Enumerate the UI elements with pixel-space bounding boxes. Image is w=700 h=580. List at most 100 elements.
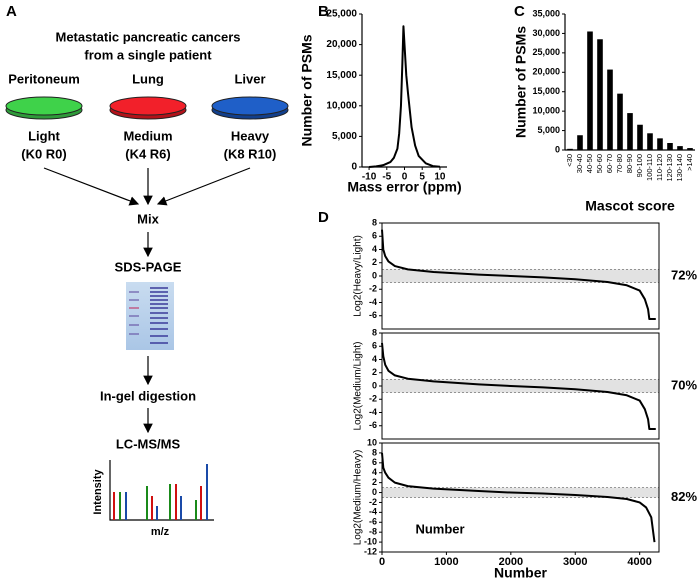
x-axis-label: Number <box>494 565 547 580</box>
y-tick-label: -12 <box>364 546 377 556</box>
bar <box>567 148 573 150</box>
y-tick-label: -2 <box>369 394 377 404</box>
label-name: Light <box>28 128 60 143</box>
annotation: 70% <box>671 377 697 392</box>
y-axis-label: Log2(Medium/Heavy) <box>353 450 364 546</box>
y-tick-label: -4 <box>369 507 377 517</box>
step-label: Mix <box>137 211 159 226</box>
plot-frame <box>381 442 660 553</box>
bar <box>607 69 613 150</box>
bar <box>587 31 593 150</box>
y-tick-label: 0 <box>372 487 377 497</box>
x-tick-label: -5 <box>382 172 391 183</box>
axis-label: m/z <box>151 526 170 538</box>
label-name: Medium <box>123 128 172 143</box>
x-tick-label: 3000 <box>563 556 587 568</box>
x-tick-label: 40-50 <box>585 154 594 173</box>
y-tick-label: 8 <box>372 327 377 337</box>
panel-letter: B <box>318 3 329 20</box>
y-tick-label: -10 <box>364 536 377 546</box>
x-tick-label: 100-110 <box>645 154 654 181</box>
bar <box>657 138 663 150</box>
x-tick-label: 110-120 <box>655 154 664 181</box>
x-tick-label: 5 <box>419 172 425 183</box>
label-isotopes: (K8 R10) <box>224 146 277 161</box>
y-tick-label: 35,000 <box>532 8 560 18</box>
y-tick-label: -2 <box>369 284 377 294</box>
y-tick-label: 25,000 <box>532 47 560 57</box>
dish <box>211 96 289 120</box>
y-tick-label: 20,000 <box>532 67 560 77</box>
tissue-label: Lung <box>132 71 164 86</box>
data-line <box>381 229 656 321</box>
y-axis-label: Number of PSMs <box>513 26 529 138</box>
x-tick-label: 80-90 <box>625 154 634 173</box>
y-tick-label: 0 <box>372 380 377 390</box>
y-tick-label: 2 <box>372 367 377 377</box>
y-tick-label: 5,000 <box>332 131 357 142</box>
y-tick-label: 0 <box>555 144 560 154</box>
y-tick-label: 20,000 <box>326 39 357 50</box>
x-tick-label: 130-140 <box>675 154 684 182</box>
x-axis-label: Mass error (ppm) <box>347 179 461 195</box>
y-axis-label: Number of PSMs <box>299 34 315 146</box>
y-tick-label: 5,000 <box>537 125 560 135</box>
label-isotopes: (K4 R6) <box>125 146 171 161</box>
x-tick-label: 4000 <box>627 556 651 568</box>
y-axis-label: Log2(Heavy/Light) <box>353 235 364 317</box>
y-tick-label: 2 <box>372 477 377 487</box>
annotation: 82% <box>671 489 697 504</box>
inset-text: Number <box>415 521 464 536</box>
y-tick-label: 30,000 <box>532 28 560 38</box>
y-tick-label: 4 <box>372 244 377 254</box>
panel-letter: D <box>318 209 329 226</box>
tissue-label: Peritoneum <box>8 71 80 86</box>
bar <box>637 124 643 150</box>
bar <box>677 146 683 150</box>
x-tick-label: <30 <box>565 154 574 167</box>
x-tick-label: 0 <box>402 172 408 183</box>
x-tick-label: 30-40 <box>575 154 584 173</box>
y-tick-label: 6 <box>372 231 377 241</box>
bar <box>647 133 653 150</box>
step-label: LC-MS/MS <box>116 436 181 451</box>
bar <box>617 93 623 150</box>
gel-image <box>126 282 174 350</box>
workflow-diagram: Metastatic pancreatic cancers from a sin… <box>5 29 289 538</box>
x-tick-label: 60-70 <box>605 154 614 173</box>
x-tick-label: 90-100 <box>635 154 644 177</box>
y-tick-label: -2 <box>369 497 377 507</box>
label-isotopes: (K0 R0) <box>21 146 67 161</box>
y-tick-label: -4 <box>369 407 377 417</box>
step-label: SDS-PAGE <box>115 259 182 274</box>
axis-label: Intensity <box>92 469 104 515</box>
tissue-label: Liver <box>234 71 265 86</box>
y-tick-label: 15,000 <box>326 70 357 81</box>
bar <box>687 148 693 150</box>
x-tick-label: 2000 <box>499 556 523 568</box>
diagram-title: Metastatic pancreatic cancers <box>56 29 241 44</box>
y-tick-label: 8 <box>372 447 377 457</box>
bar <box>577 135 583 150</box>
bar <box>667 143 673 150</box>
spectrum: Intensity m/z <box>92 460 214 538</box>
panel-letter: C <box>514 3 525 20</box>
y-tick-label: 0 <box>372 270 377 280</box>
y-tick-label: 2 <box>372 257 377 267</box>
y-tick-label: -6 <box>369 420 377 430</box>
bar <box>597 39 603 150</box>
dish <box>109 96 187 120</box>
x-tick-label: 10 <box>434 172 446 183</box>
step-label: In-gel digestion <box>100 388 196 403</box>
x-axis-label: Mascot score <box>585 198 675 214</box>
y-tick-label: 10 <box>367 437 377 447</box>
y-tick-label: 0 <box>351 162 357 173</box>
y-tick-label: 10,000 <box>326 100 357 111</box>
y-tick-label: 6 <box>372 341 377 351</box>
y-tick-label: 8 <box>372 217 377 227</box>
data-line <box>381 452 656 543</box>
dish <box>5 96 83 120</box>
y-tick-label: 25,000 <box>326 9 357 20</box>
y-tick-label: 10,000 <box>532 106 560 116</box>
